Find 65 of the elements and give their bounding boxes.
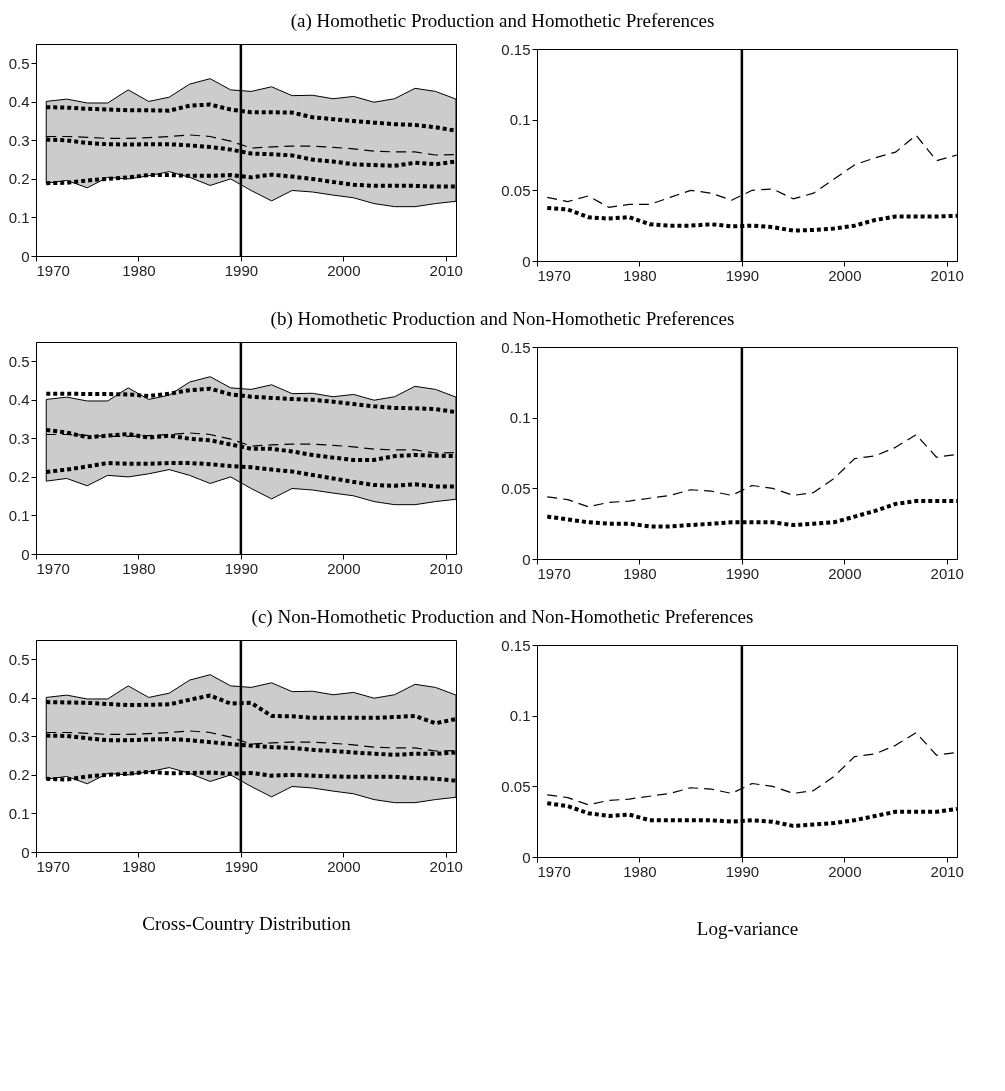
y-tick-label: 0.4 bbox=[8, 391, 30, 409]
x-tick-label: 2000 bbox=[828, 266, 862, 284]
x-tick-label: 1990 bbox=[224, 559, 259, 577]
y-tick-label: 0 bbox=[21, 843, 30, 861]
y-tick-label: 0.05 bbox=[501, 181, 531, 199]
x-axis-title: Cross-Country Distribution bbox=[142, 912, 352, 934]
x-tick-label: 1970 bbox=[537, 862, 571, 880]
x-tick-label: 1980 bbox=[122, 857, 156, 875]
y-tick-label: 0.15 bbox=[501, 338, 531, 356]
y-tick-label: 0.4 bbox=[8, 93, 30, 111]
y-tick-label: 0.5 bbox=[8, 54, 30, 72]
x-tick-label: 1990 bbox=[224, 857, 259, 875]
y-tick-label: 0.2 bbox=[8, 170, 30, 188]
y-tick-label: 0.05 bbox=[501, 777, 531, 795]
y-tick-label: 0.5 bbox=[8, 650, 30, 668]
x-tick-label: 1990 bbox=[725, 862, 760, 880]
y-tick-label: 0.1 bbox=[8, 506, 30, 524]
x-tick-label: 1980 bbox=[623, 862, 657, 880]
y-tick-label: 0.05 bbox=[501, 479, 531, 497]
x-tick-label: 1970 bbox=[36, 559, 70, 577]
y-tick-label: 0.3 bbox=[8, 429, 30, 447]
x-axis-title: Log-variance bbox=[696, 917, 799, 939]
x-tick-label: 2000 bbox=[327, 857, 361, 875]
x-tick-label: 1970 bbox=[36, 261, 70, 279]
y-tick-label: 0.15 bbox=[501, 636, 531, 654]
y-tick-label: 0 bbox=[522, 550, 531, 568]
x-tick-label: 1980 bbox=[623, 564, 657, 582]
x-tick-label: 2010 bbox=[930, 862, 964, 880]
x-tick-label: 1990 bbox=[224, 261, 259, 279]
y-tick-label: 0.1 bbox=[509, 111, 531, 129]
y-tick-label: 0.3 bbox=[8, 131, 30, 149]
y-tick-label: 0.5 bbox=[8, 352, 30, 370]
x-tick-label: 1990 bbox=[725, 266, 760, 284]
x-tick-label: 2000 bbox=[828, 564, 862, 582]
x-tick-label: 2000 bbox=[828, 862, 862, 880]
y-tick-label: 0 bbox=[522, 252, 531, 270]
x-tick-label: 2010 bbox=[429, 261, 463, 279]
x-tick-label: 1970 bbox=[36, 857, 70, 875]
text: (c) Non-Homothetic Production and Non-Homothetic Preferences bbox=[250, 605, 755, 629]
x-tick-label: 1990 bbox=[725, 564, 760, 582]
x-tick-label: 1970 bbox=[537, 564, 571, 582]
y-tick-label: 0 bbox=[21, 545, 30, 563]
y-tick-label: 0.3 bbox=[8, 727, 30, 745]
text: (b) Homothetic Production and Non-Homothetic Preferences bbox=[269, 307, 736, 331]
text: (a) Homothetic Production and Homothetic Preferences bbox=[289, 9, 716, 33]
y-tick-label: 0.1 bbox=[509, 409, 531, 427]
y-tick-label: 0.2 bbox=[8, 468, 30, 486]
y-tick-label: 0.15 bbox=[501, 40, 531, 58]
y-tick-label: 0.1 bbox=[509, 707, 531, 725]
x-tick-label: 2000 bbox=[327, 559, 361, 577]
x-tick-label: 2000 bbox=[327, 261, 361, 279]
x-tick-label: 1980 bbox=[122, 261, 156, 279]
x-tick-label: 2010 bbox=[429, 857, 463, 875]
x-tick-label: 2010 bbox=[930, 564, 964, 582]
y-tick-label: 0.1 bbox=[8, 208, 30, 226]
x-tick-label: 1980 bbox=[122, 559, 156, 577]
y-tick-label: 0 bbox=[21, 247, 30, 265]
y-tick-label: 0 bbox=[522, 848, 531, 866]
x-tick-label: 2010 bbox=[930, 266, 964, 284]
y-tick-label: 0.1 bbox=[8, 804, 30, 822]
x-tick-label: 2010 bbox=[429, 559, 463, 577]
x-tick-label: 1980 bbox=[623, 266, 657, 284]
y-tick-label: 0.2 bbox=[8, 766, 30, 784]
x-tick-label: 1970 bbox=[537, 266, 571, 284]
y-tick-label: 0.4 bbox=[8, 689, 30, 707]
